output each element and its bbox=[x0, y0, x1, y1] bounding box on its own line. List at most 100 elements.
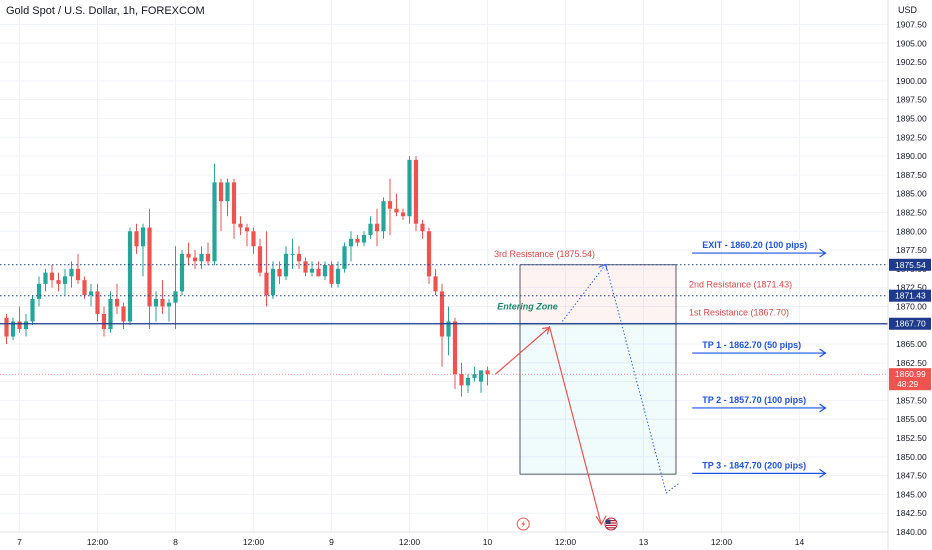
last-price-value: 1860.99 bbox=[895, 369, 926, 379]
time-tick-label: 9 bbox=[329, 537, 334, 547]
level-label-2nd-resistance: 2nd Resistance (1871.43) bbox=[689, 280, 792, 290]
candle-body bbox=[251, 231, 256, 247]
exit-label: EXIT - 1860.20 (100 pips) bbox=[702, 240, 807, 250]
candle-body bbox=[231, 182, 237, 224]
candle-body bbox=[134, 231, 139, 247]
lightning-icon[interactable] bbox=[516, 517, 530, 531]
candle-body bbox=[101, 313, 107, 329]
take-profit-label: TP 3 - 1847.70 (200 pips) bbox=[702, 460, 806, 470]
candle-body bbox=[472, 374, 477, 378]
symbol-title: Gold Spot / U.S. Dollar, 1h, FOREXCOM bbox=[6, 5, 205, 17]
last-price-badge bbox=[889, 368, 931, 391]
candle-body bbox=[244, 227, 250, 232]
price-tick-label: 1885.00 bbox=[896, 189, 927, 199]
candle-body bbox=[23, 321, 29, 329]
level-price-badge-text: 1867.70 bbox=[895, 319, 926, 329]
candle-body bbox=[173, 291, 178, 303]
candle-body bbox=[439, 291, 445, 337]
time-axis[interactable]: 7 12:00 8 12:00 9 12:00 10 12:00 13 12:00 14 bbox=[0, 531, 888, 547]
candle-body bbox=[225, 182, 230, 202]
time-tick-label: 13 bbox=[639, 537, 649, 547]
candle-body bbox=[381, 201, 386, 232]
event-icons bbox=[516, 517, 618, 531]
flag-canton bbox=[606, 519, 611, 524]
level-price-badge bbox=[889, 317, 931, 330]
time-tick-label: 12:00 bbox=[555, 537, 577, 547]
projection-arrow-down bbox=[548, 325, 602, 525]
candle-body bbox=[316, 268, 321, 277]
candle-body bbox=[238, 223, 243, 228]
candle-body bbox=[309, 268, 315, 273]
target-zone-box bbox=[519, 323, 677, 475]
time-tick-label: 12:00 bbox=[399, 537, 421, 547]
candle-body bbox=[374, 223, 380, 232]
candle-body bbox=[75, 268, 81, 281]
candle-body bbox=[452, 321, 458, 375]
price-tick-label: 1887.50 bbox=[896, 170, 927, 180]
candle-body bbox=[69, 268, 74, 277]
candle-body bbox=[270, 268, 276, 296]
take-profit-label: TP 1 - 1862.70 (50 pips) bbox=[702, 340, 801, 350]
drawing-lines bbox=[0, 263, 888, 526]
candle-body bbox=[95, 291, 100, 314]
last-price-countdown: 48:29 bbox=[897, 379, 919, 389]
price-tick-label: 1890.00 bbox=[896, 151, 927, 161]
candle-body bbox=[56, 280, 61, 284]
price-tick-label: 1857.50 bbox=[896, 395, 927, 405]
lightning-bolt bbox=[521, 520, 526, 528]
candle-body bbox=[433, 276, 438, 292]
price-tick-label: 1897.50 bbox=[896, 95, 927, 105]
drawing-labels: 3rd Resistance (1875.54) 2nd Resistance (… bbox=[494, 240, 827, 478]
arrow-head bbox=[595, 515, 607, 526]
candle-body bbox=[296, 253, 302, 262]
candle-body bbox=[199, 253, 204, 262]
axis-currency-label: USD bbox=[898, 5, 918, 15]
candle-body bbox=[36, 283, 42, 299]
level-label-3rd-resistance: 3rd Resistance (1875.54) bbox=[494, 249, 595, 259]
candlestick-series bbox=[4, 156, 490, 397]
price-tick-label: 1852.50 bbox=[896, 433, 927, 443]
candle-body bbox=[140, 227, 146, 247]
candle-body bbox=[147, 227, 152, 307]
price-tick-label: 1862.50 bbox=[896, 358, 927, 368]
price-tick-label: 1892.50 bbox=[896, 132, 927, 142]
candle-body bbox=[407, 159, 412, 217]
candle-body bbox=[361, 235, 367, 243]
candle-body bbox=[17, 321, 22, 329]
annotation-arrow-head bbox=[819, 248, 827, 258]
price-tick-label: 1855.00 bbox=[896, 414, 927, 424]
candle-body bbox=[153, 298, 159, 307]
flag-stripe bbox=[606, 524, 616, 526]
candle-body bbox=[49, 272, 55, 281]
candle-body bbox=[218, 182, 224, 202]
us-flag-icon[interactable] bbox=[604, 517, 618, 531]
candle-body bbox=[485, 370, 490, 375]
candle-body bbox=[413, 159, 419, 224]
candle-body bbox=[400, 212, 406, 217]
candle-body bbox=[290, 253, 295, 255]
candle-body bbox=[478, 370, 484, 382]
candle-body bbox=[88, 291, 94, 296]
price-tick-label: 1900.00 bbox=[896, 76, 927, 86]
level-price-badge bbox=[889, 289, 931, 302]
price-axis-background bbox=[888, 0, 932, 550]
projection-arrow-up bbox=[495, 327, 550, 375]
candle-body bbox=[179, 253, 185, 292]
candle-body bbox=[62, 276, 68, 284]
candle-body bbox=[342, 246, 347, 269]
candle-body bbox=[212, 182, 217, 262]
candle-body bbox=[114, 298, 120, 307]
price-axis[interactable]: 1907.50 1905.00 1902.50 1900.00 1897.50 1895.… bbox=[887, 0, 932, 550]
level-price-badge-text: 1875.54 bbox=[895, 260, 926, 270]
price-tick-label: 1905.00 bbox=[896, 38, 927, 48]
time-tick-label: 14 bbox=[795, 537, 805, 547]
candle-body bbox=[257, 246, 263, 273]
drawing-shapes bbox=[519, 264, 677, 475]
time-tick-label: 7 bbox=[17, 537, 22, 547]
time-tick-label: 10 bbox=[483, 537, 493, 547]
candle-body bbox=[465, 377, 471, 386]
candle-body bbox=[166, 302, 172, 307]
candle-body bbox=[368, 223, 373, 236]
entering-zone-label: Entering Zone bbox=[497, 302, 558, 312]
